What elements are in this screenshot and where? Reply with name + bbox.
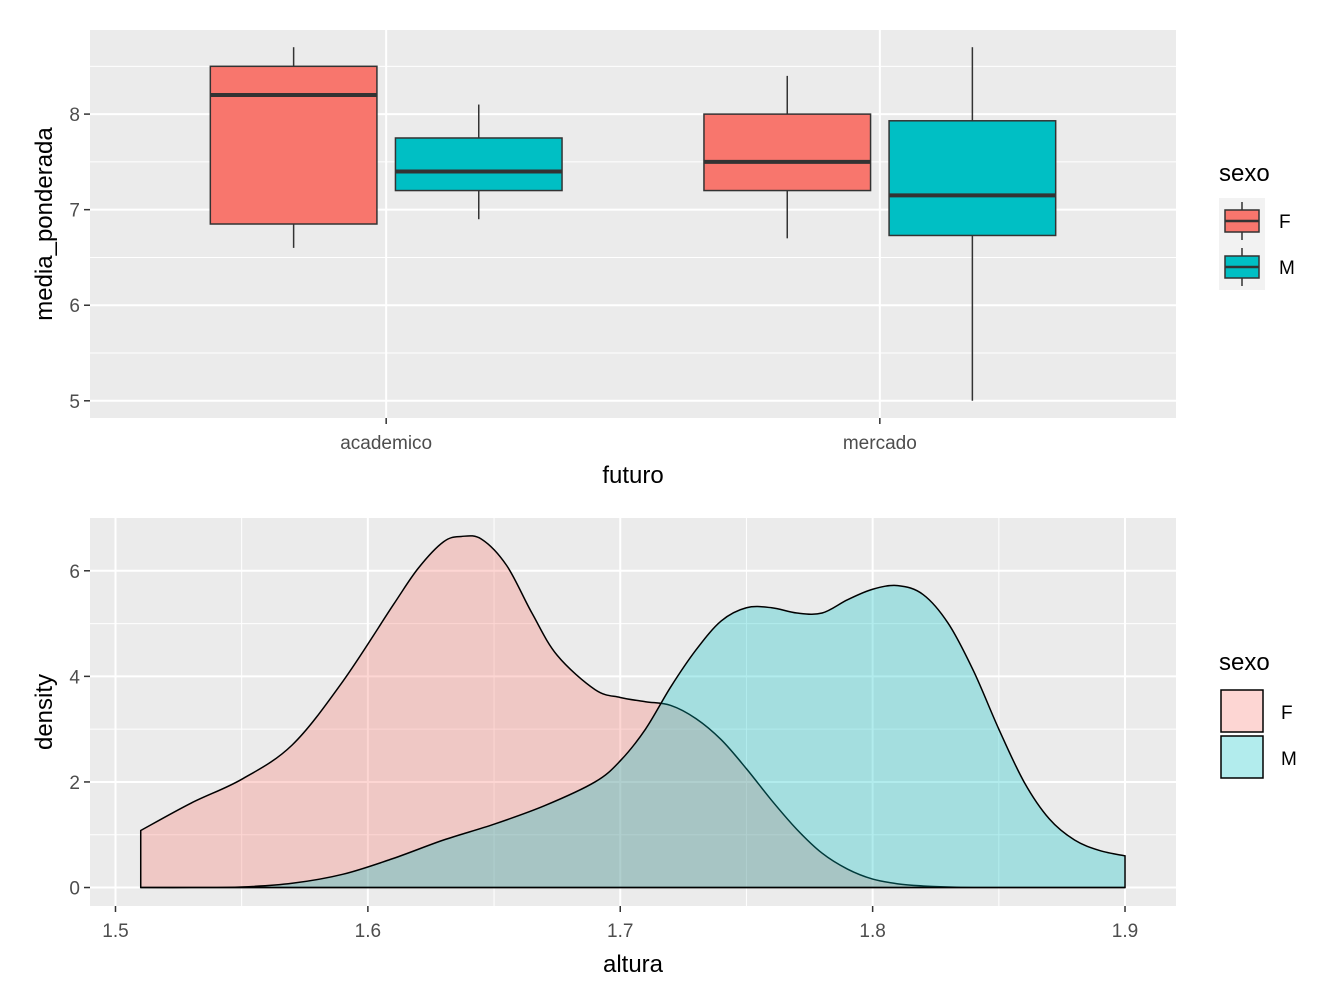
density-areas [139,535,1126,889]
boxplot-y-tick-label: 8 [69,105,80,126]
density-legend-key [1220,689,1264,733]
density-area-M [140,585,1126,888]
boxplot-y-tick-label: 6 [69,296,80,317]
density-x-tick-label: 1.7 [607,921,633,942]
boxplot-box [888,120,1057,237]
boxplot-y-tick-label: 5 [69,392,80,413]
boxplot-legend-title: sexo [1219,160,1270,187]
density-y-axis-title: density [31,674,58,750]
density-panel-background [90,518,1176,906]
density-y-tick-label: 0 [69,879,80,900]
boxplot-chart: 5 6 7 8 academico mercado futuro media_ponder… [31,30,1295,489]
boxplot-x-axis-title: futuro [602,462,663,489]
boxplot-x-tick-label: academico [340,433,432,454]
boxplot-y-tick-label: 7 [69,201,80,222]
density-legend-label: F [1281,703,1293,724]
boxplot-legend-label: F [1279,212,1291,233]
boxplot-axes: 5 6 7 8 academico mercado [69,105,916,454]
density-legend-key [1220,735,1264,779]
boxplot-box [209,65,378,225]
boxplot-box [703,113,872,192]
density-y-tick-label: 4 [69,667,80,688]
boxplot-x-tick-label: mercado [843,433,917,454]
boxplot-boxes [209,47,1057,401]
density-y-tick-label: 6 [69,562,80,583]
density-axes: 0 2 4 6 1.5 1.6 1.7 1.8 1.9 [69,562,1138,942]
density-x-tick-label: 1.8 [859,921,885,942]
density-outline-M [140,584,1126,889]
boxplot-legend-label: M [1279,258,1295,279]
density-legend-title: sexo [1219,649,1270,676]
density-x-axis-title: altura [603,951,664,978]
boxplot-box [394,137,563,192]
density-x-tick-label: 1.9 [1112,921,1138,942]
density-x-tick-label: 1.5 [102,921,128,942]
density-y-tick-label: 2 [69,773,80,794]
density-x-tick-label: 1.6 [355,921,381,942]
density-legend-label: M [1281,749,1297,770]
density-chart: 0 2 4 6 1.5 1.6 1.7 1.8 1.9 altura density sexo … [31,518,1297,978]
boxplot-y-axis-title: media_ponderada [31,127,58,321]
density-legend: sexo F M [1219,649,1297,779]
density-area-F [140,535,1126,888]
boxplot-legend: sexo F M [1219,160,1295,290]
